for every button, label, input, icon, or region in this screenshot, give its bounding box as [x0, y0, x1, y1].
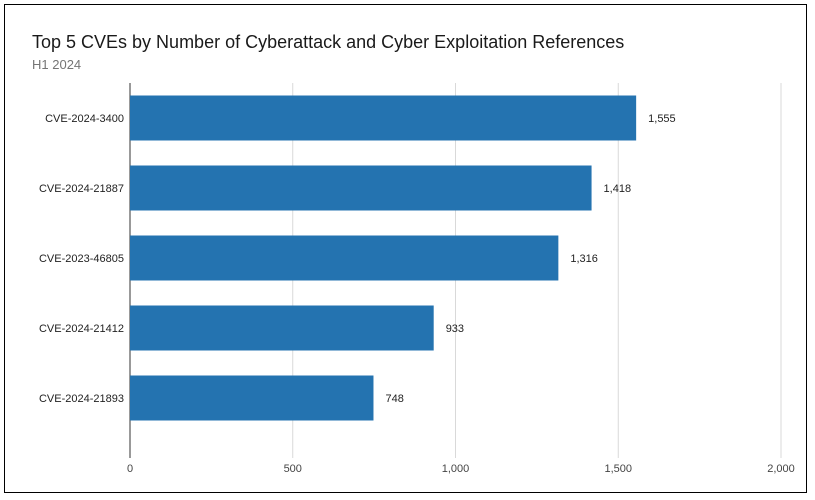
data-label: 748: [385, 393, 403, 405]
bar: [130, 375, 374, 421]
bar: [130, 305, 434, 351]
bar: [130, 95, 637, 141]
labels: 0 500 1,000 1,500 2,000 CVE-2024-3400 1,555 CVE…: [39, 113, 795, 475]
category-label: CVE-2024-21887: [39, 183, 124, 195]
category-label: CVE-2024-3400: [45, 113, 124, 125]
category-label: CVE-2024-21893: [39, 393, 124, 405]
x-tick-label: 0: [127, 463, 133, 475]
x-tick-label: 500: [284, 463, 302, 475]
data-label: 1,418: [604, 183, 632, 195]
data-label: 933: [446, 323, 464, 335]
data-label: 1,316: [570, 253, 598, 265]
category-label: CVE-2023-46805: [39, 253, 124, 265]
x-tick-label: 2,000: [767, 463, 795, 475]
chart-subtitle: H1 2024: [32, 57, 82, 72]
bar: [130, 165, 592, 211]
chart-title: Top 5 CVEs by Number of Cyberattack and …: [32, 32, 625, 52]
bar: [130, 235, 559, 281]
category-label: CVE-2024-21412: [39, 323, 124, 335]
x-tick-label: 1,000: [442, 463, 470, 475]
x-tick-label: 1,500: [604, 463, 632, 475]
bars: [130, 95, 637, 421]
data-label: 1,555: [648, 113, 676, 125]
